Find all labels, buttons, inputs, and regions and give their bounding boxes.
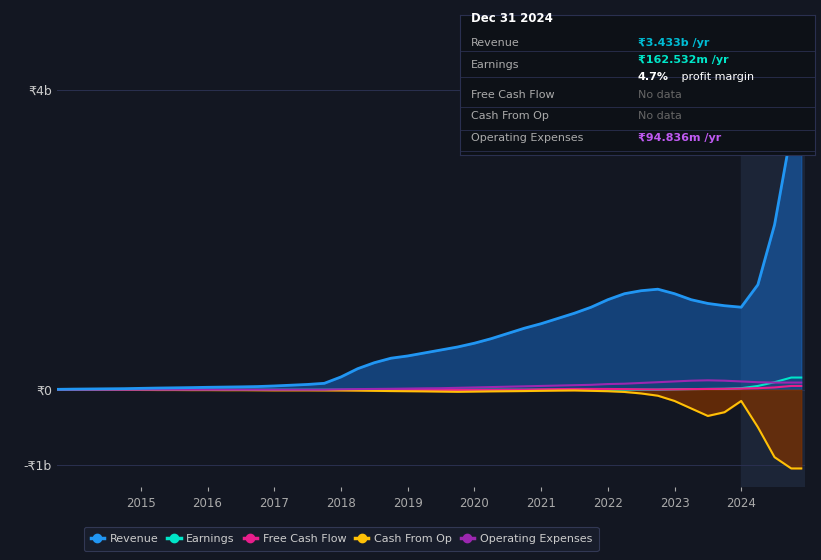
Text: Operating Expenses: Operating Expenses [470, 133, 583, 143]
Text: ₹3.433b /yr: ₹3.433b /yr [637, 38, 709, 48]
Text: Earnings: Earnings [470, 60, 519, 71]
Text: No data: No data [637, 90, 681, 100]
Text: No data: No data [637, 111, 681, 121]
Text: Revenue: Revenue [470, 38, 520, 48]
Text: Cash From Op: Cash From Op [470, 111, 548, 121]
Text: 4.7%: 4.7% [637, 72, 668, 82]
Text: Dec 31 2024: Dec 31 2024 [470, 12, 553, 25]
Bar [741, 67, 805, 487]
Text: profit margin: profit margin [678, 72, 754, 82]
Text: Free Cash Flow: Free Cash Flow [470, 90, 554, 100]
Text: ₹162.532m /yr: ₹162.532m /yr [637, 55, 728, 65]
Legend: Revenue, Earnings, Free Cash Flow, Cash From Op, Operating Expenses: Revenue, Earnings, Free Cash Flow, Cash … [84, 527, 599, 551]
Text: ₹94.836m /yr: ₹94.836m /yr [637, 133, 721, 143]
